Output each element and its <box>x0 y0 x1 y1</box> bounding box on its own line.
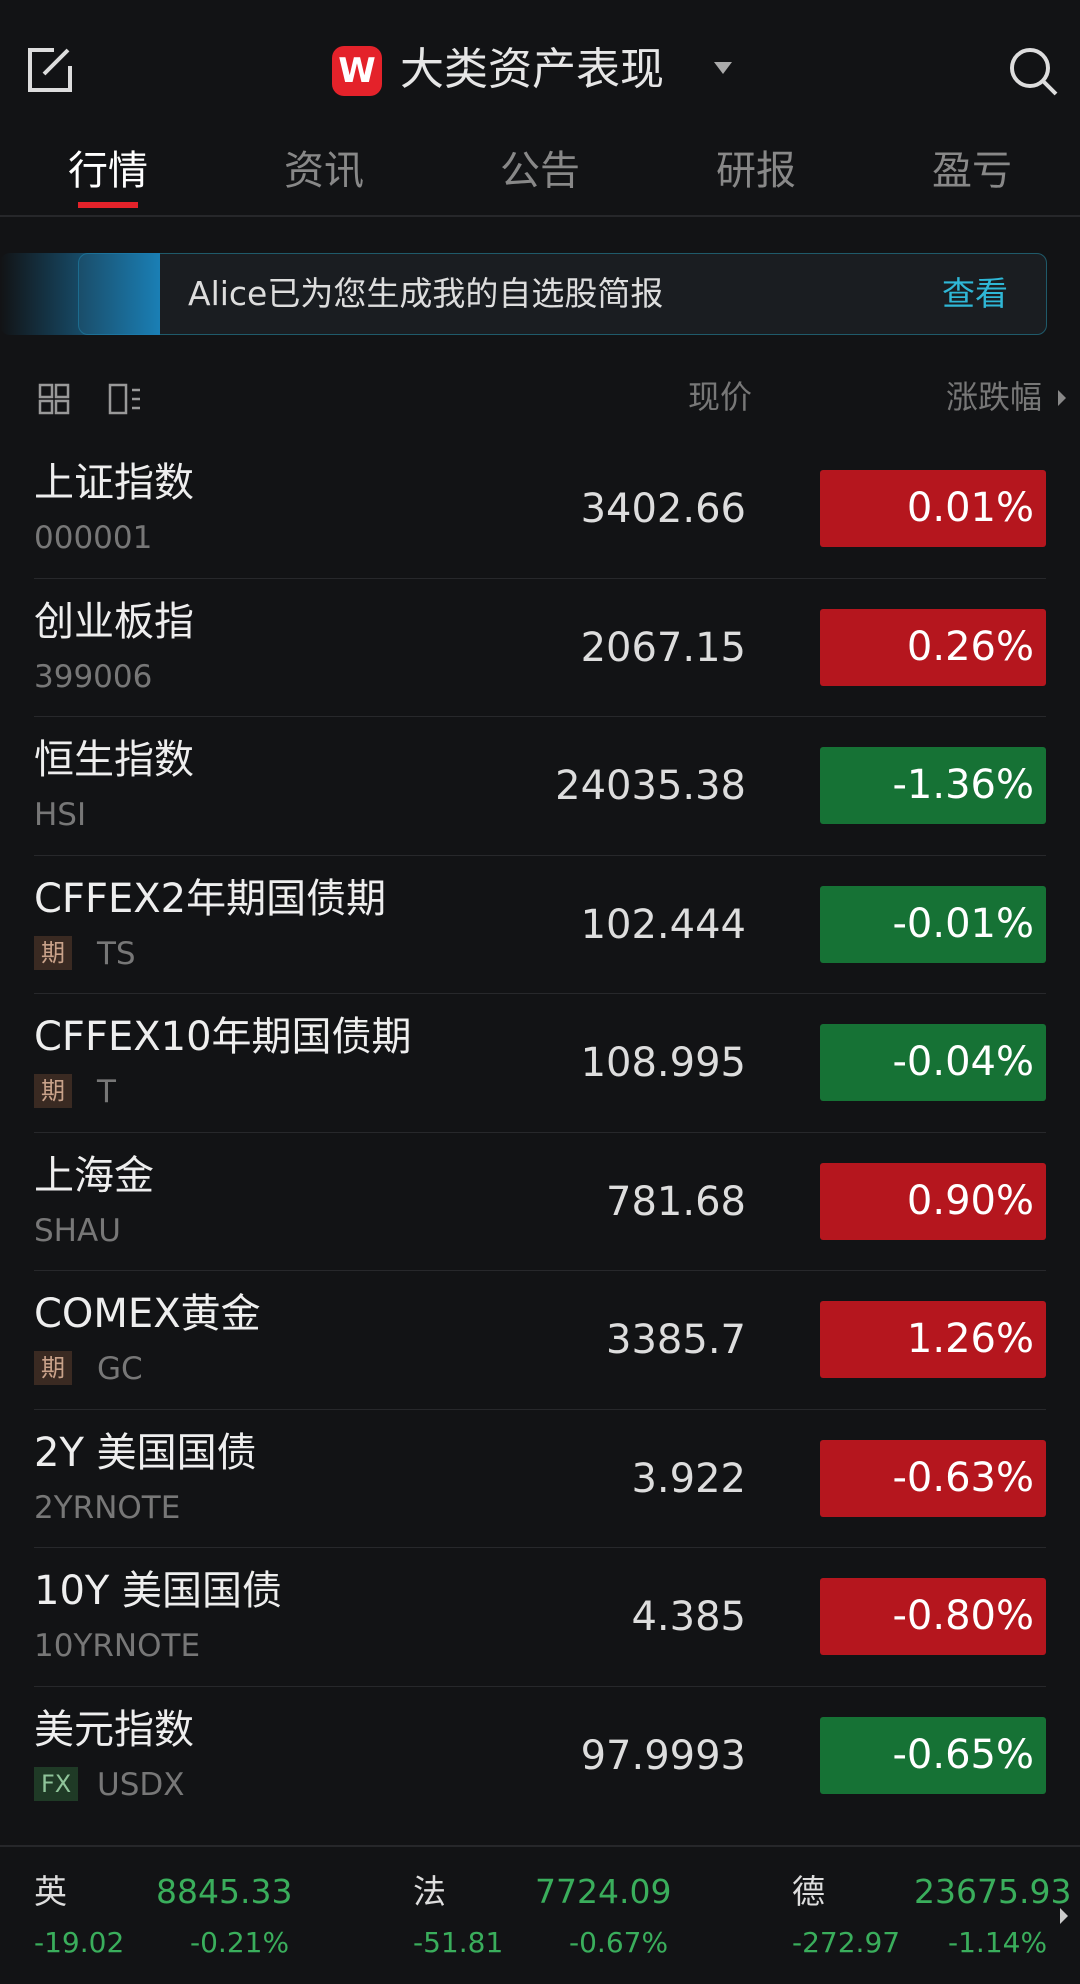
edit-icon[interactable] <box>24 44 76 96</box>
tab[interactable]: 公告 <box>500 148 580 194</box>
asset-name[interactable]: COMEX黄金 <box>34 1291 261 1337</box>
asset-name[interactable]: 美元指数 <box>34 1706 194 1753</box>
tab[interactable]: 资讯 <box>284 148 364 194</box>
asset-price: 3402.66 <box>580 486 746 532</box>
row-divider <box>34 1685 1046 1687</box>
asset-price: 97.9993 <box>580 1732 746 1779</box>
tab[interactable]: 盈亏 <box>932 148 1012 194</box>
index-name[interactable]: 德 <box>792 1872 825 1911</box>
asset-price: 2067.15 <box>580 624 746 671</box>
asset-name[interactable]: 2Y 美国国债 <box>34 1429 257 1476</box>
asset-code: T <box>97 1074 116 1110</box>
row-divider <box>34 1408 1046 1410</box>
search-icon[interactable] <box>1006 44 1060 98</box>
ticker-arrow[interactable] <box>1058 1906 1070 1926</box>
asset-code: HSI <box>34 797 87 833</box>
asset-code: 10YRNOTE <box>34 1628 201 1664</box>
index-change: -272.97 <box>792 1926 901 1959</box>
column-header[interactable]: 涨跌幅 <box>945 378 1042 416</box>
asset-tag: 期 <box>34 1351 72 1385</box>
dropdown-arrow[interactable] <box>712 60 734 76</box>
row-divider <box>34 993 1046 994</box>
asset-price: 24035.38 <box>555 763 746 809</box>
column-arrow[interactable] <box>1056 388 1068 408</box>
row-divider <box>34 1547 1046 1548</box>
index-value: 23675.93 <box>914 1872 1072 1911</box>
index-pct: -1.14% <box>948 1926 1048 1959</box>
change-badge: -0.80% <box>820 1578 1046 1655</box>
asset-price: 3.922 <box>631 1455 746 1502</box>
banner[interactable] <box>78 253 1047 335</box>
divider <box>0 1845 1080 1847</box>
row-divider <box>34 716 1046 717</box>
index-value: 7724.09 <box>535 1872 672 1911</box>
asset-price: 3385.7 <box>606 1317 746 1363</box>
asset-name[interactable]: 创业板指 <box>34 598 194 645</box>
asset-name[interactable]: 上证指数 <box>34 460 194 506</box>
change-badge: 0.01% <box>820 470 1046 547</box>
row-divider <box>34 1270 1046 1271</box>
asset-price: 108.995 <box>580 1040 746 1086</box>
change-badge: 0.26% <box>820 608 1046 686</box>
tab[interactable]: 行情 <box>68 148 148 194</box>
asset-price: 102.444 <box>580 901 746 948</box>
column-header[interactable]: 现价 <box>687 378 752 416</box>
banner-text: Alice已为您生成我的自选股简报 <box>188 274 664 313</box>
asset-price: 4.385 <box>631 1594 746 1640</box>
asset-code: TS <box>97 935 136 972</box>
banner-action[interactable]: 查看 <box>942 274 1008 313</box>
tab[interactable]: 研报 <box>716 148 796 194</box>
index-change: -19.02 <box>34 1926 125 1959</box>
page-title[interactable]: 大类资产表现 <box>400 44 664 95</box>
asset-name[interactable]: CFFEX2年期国债期 <box>34 875 387 922</box>
asset-code: 399006 <box>34 658 153 695</box>
change-badge: 1.26% <box>820 1301 1046 1378</box>
index-pct: -0.67% <box>569 1926 669 1959</box>
row-divider <box>34 1131 1046 1133</box>
index-change: -51.81 <box>413 1926 504 1959</box>
asset-code: 2YRNOTE <box>34 1489 181 1526</box>
index-name[interactable]: 法 <box>413 1872 446 1911</box>
asset-name[interactable]: CFFEX10年期国债期 <box>34 1014 412 1060</box>
asset-price: 781.68 <box>606 1178 746 1225</box>
banner-icon <box>0 253 160 335</box>
asset-name[interactable]: 恒生指数 <box>34 737 194 783</box>
asset-name[interactable]: 上海金 <box>34 1152 154 1199</box>
index-name[interactable]: 英 <box>34 1872 67 1911</box>
change-badge: -0.65% <box>820 1716 1046 1794</box>
index-value: 8845.33 <box>156 1872 293 1911</box>
asset-tag: 期 <box>34 935 72 970</box>
row-divider <box>34 854 1046 856</box>
divider <box>0 215 1080 217</box>
change-badge: 0.90% <box>820 1162 1046 1240</box>
asset-name[interactable]: 10Y 美国国债 <box>34 1568 283 1614</box>
asset-code: 000001 <box>34 520 153 556</box>
view-icons[interactable] <box>38 382 148 416</box>
asset-code: GC <box>97 1351 143 1387</box>
app-logo: W <box>332 46 382 96</box>
asset-code: SHAU <box>34 1212 121 1249</box>
change-badge: -0.63% <box>820 1439 1046 1517</box>
asset-tag: FX <box>34 1766 79 1801</box>
row-divider <box>34 577 1046 579</box>
change-badge: -0.01% <box>820 885 1046 963</box>
tab-indicator <box>78 202 138 208</box>
asset-code: USDX <box>97 1766 185 1803</box>
change-badge: -0.04% <box>820 1024 1046 1101</box>
change-badge: -1.36% <box>820 747 1046 824</box>
asset-tag: 期 <box>34 1074 72 1108</box>
index-pct: -0.21% <box>190 1926 290 1959</box>
